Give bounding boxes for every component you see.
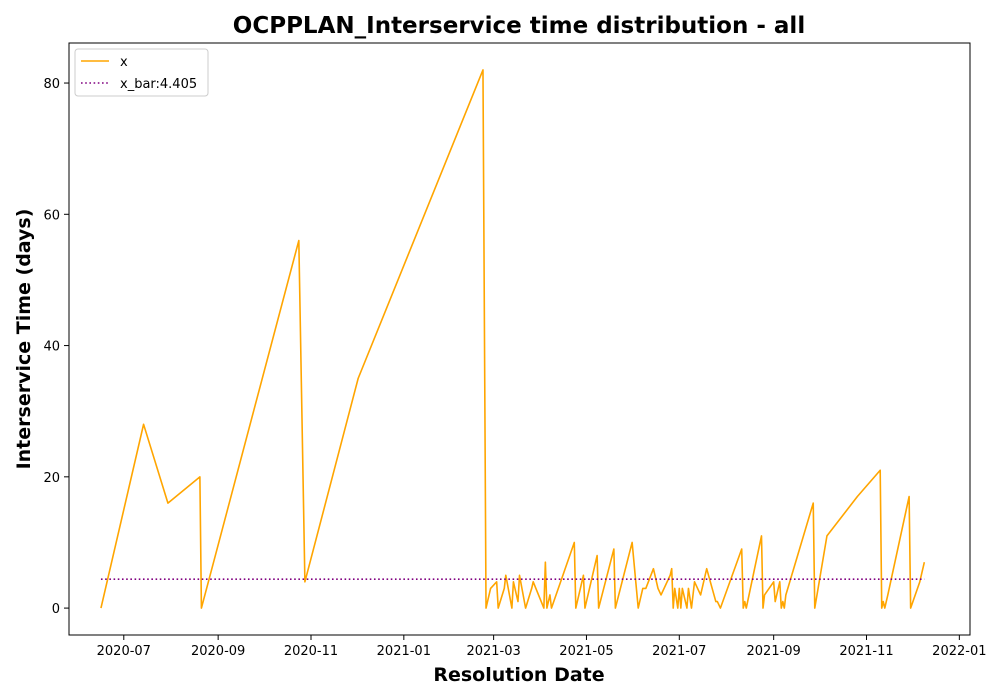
x-tick-label: 2021-03 [466,644,520,659]
y-tick-label: 80 [43,77,60,92]
y-tick-label: 20 [43,471,60,486]
x-tick-label: 2021-09 [747,644,801,659]
y-tick-label: 40 [43,340,60,355]
legend-label-x: x [120,55,128,70]
y-tick-label: 60 [43,208,60,223]
x-tick-label: 2021-07 [652,644,706,659]
x-ticks: 2020-07 2020-09 2020-11 2021-01 2021-03 2021-… [97,635,987,659]
x-tick-label: 2022-01 [932,644,986,659]
plot-frame [68,42,971,636]
chart-title: OCPPLAN_Interservice time distribution -… [233,13,805,39]
x-tick-label: 2020-07 [97,644,151,659]
legend-label-x-bar: x_bar:4.405 [120,77,197,92]
x-tick-label: 2021-11 [839,644,893,659]
x-tick-label: 2020-11 [284,644,338,659]
y-axis-label: Interservice Time (days) [13,209,35,470]
x-tick-label: 2020-09 [191,644,245,659]
y-ticks: 0 20 40 60 80 [43,77,69,617]
legend: x x_bar:4.405 [74,48,209,97]
plot-lines [100,69,926,609]
y-tick-label: 0 [52,602,60,617]
x-tick-label: 2021-01 [377,644,431,659]
x-tick-label: 2021-05 [559,644,613,659]
series-line-x [100,69,926,609]
x-axis-label: Resolution Date [433,664,604,686]
